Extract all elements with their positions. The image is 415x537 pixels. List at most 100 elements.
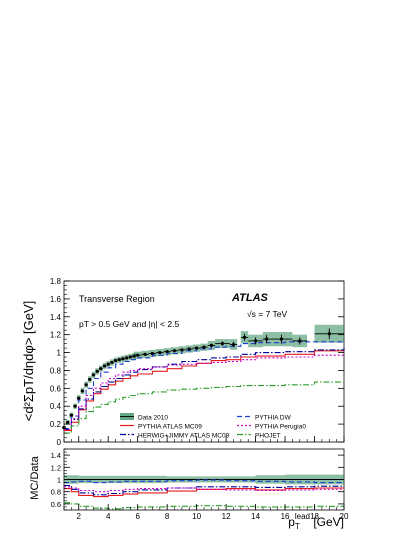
- data-point: [265, 337, 268, 341]
- x-tick-label: 8: [165, 512, 170, 521]
- data-point: [280, 337, 283, 341]
- y-tick-label: 0.4: [50, 402, 62, 411]
- legend-label: Data 2010: [138, 415, 168, 422]
- data-point: [110, 361, 114, 364]
- data-point: [232, 343, 235, 346]
- y-tick-label: 1.2: [50, 331, 62, 340]
- data-point: [221, 342, 224, 345]
- energy-label: √s = 7 TeV: [247, 309, 288, 319]
- data-point: [202, 345, 206, 349]
- main-panel: 0 0.2 0.4 0.6 0.8 1 1.2 1.4 1.6 1.8 <d²ΣpT/dηdφ> …: [21, 277, 345, 447]
- ratio-y-tick-label: 1: [57, 476, 61, 485]
- data-point: [114, 359, 117, 362]
- data-point: [81, 389, 84, 393]
- x-tick-label: 20: [340, 512, 349, 521]
- data-point: [62, 426, 66, 430]
- ratio-y-tick-label: 1.2: [51, 463, 61, 472]
- data-point: [103, 364, 106, 368]
- data-point: [151, 352, 154, 355]
- data-point: [143, 352, 147, 356]
- ratio-line-herwig-jimmy-atlas-mc09: [64, 485, 345, 496]
- data-point: [99, 367, 103, 371]
- x-axis-label-main: p: [288, 515, 295, 529]
- ratio-line-pythia-perugia0: [64, 486, 344, 493]
- data-point: [132, 354, 136, 358]
- y-tick-label: 1.8: [50, 277, 62, 286]
- x-axis-label-sup: lead: [295, 512, 310, 521]
- series-line-phojet: [64, 379, 345, 434]
- y-tick-label: 0.8: [50, 366, 62, 375]
- ratio-y-axis-label: MC/Data: [29, 455, 41, 499]
- legend-label: PYTHIA Perugia0: [255, 424, 306, 431]
- legend-label: HERWIG+JIMMY ATLAS MC09: [138, 433, 230, 440]
- data-point: [136, 353, 140, 357]
- main-axes: 0 0.2 0.4 0.6 0.8 1 1.2 1.4 1.6 1.8: [50, 277, 345, 447]
- data-point: [195, 346, 198, 350]
- ratio-y-tick-label: 0.8: [51, 488, 61, 497]
- ratio-band: [64, 474, 344, 485]
- data-point: [66, 420, 70, 424]
- mc-curves: [64, 340, 345, 434]
- x-tick-label: 18: [310, 512, 319, 521]
- series-line-herwig-jimmy-atlas-mc09: [64, 348, 345, 431]
- ratio-y-tick-label: 1.4: [51, 451, 61, 460]
- y-tick-label: 0.6: [50, 384, 62, 393]
- ratio-line-pythia-atlas-mc09: [64, 487, 345, 498]
- series-line-pythia-perugia0: [64, 352, 345, 431]
- data-point: [84, 383, 88, 387]
- data-point: [106, 362, 110, 366]
- y-tick-label: 0: [57, 438, 62, 447]
- main-plot-frame: [63, 280, 345, 443]
- ratio-axes: 0.6 0.8 1 1.2 1.4 2 4 6 8 10 12 14 16 18 20: [51, 448, 349, 521]
- legend-label: PYTHIA ATLAS MC09: [138, 424, 202, 431]
- ratio-curves: [64, 479, 345, 510]
- data-point: [327, 332, 331, 336]
- atlas-label: ATLAS: [231, 292, 269, 304]
- y-tick-label: 0.2: [50, 420, 62, 429]
- series-line-pythia-atlas-mc09: [64, 348, 345, 431]
- x-tick-label: 2: [77, 512, 82, 521]
- x-tick-label: 6: [135, 512, 140, 521]
- x-tick-label: 4: [106, 512, 111, 521]
- data-point: [180, 348, 184, 352]
- x-axis-label: pTlead [GeV]: [288, 512, 344, 531]
- data-point: [243, 336, 246, 339]
- x-tick-label: 14: [251, 512, 260, 521]
- data-point: [88, 378, 92, 381]
- ratio-line-pythia-dw: [64, 479, 345, 484]
- data-point: [70, 413, 73, 417]
- legend-label: PHOJET: [255, 433, 281, 440]
- legend: Data 2010 PYTHIA DW PYTHIA ATLAS MC09 PYTHI…: [120, 413, 306, 440]
- legend-label: PYTHIA DW: [255, 415, 292, 422]
- data-point: [187, 347, 191, 351]
- ratio-line-phojet: [64, 502, 345, 510]
- x-tick-label: 12: [222, 512, 231, 521]
- y-tick-label: 1.4: [50, 313, 62, 322]
- ratio-y-tick-label: 0.6: [51, 500, 61, 509]
- data-point: [121, 357, 125, 361]
- data-point: [128, 355, 132, 359]
- data-point: [298, 339, 302, 343]
- data-point: [95, 369, 99, 373]
- y-tick-label: 1.6: [50, 295, 62, 304]
- series-line-pythia-dw: [64, 340, 345, 430]
- x-tick-label: 16: [281, 512, 290, 521]
- ratio-panel: 0.6 0.8 1 1.2 1.4 2 4 6 8 10 12 14 16 18 20 MC/Data pT…: [29, 448, 349, 531]
- data-point: [210, 344, 213, 347]
- cuts-label: pT > 0.5 GeV and |η| < 2.5: [79, 319, 179, 329]
- data-points: [62, 328, 344, 430]
- x-axis-label-sub: T: [295, 522, 300, 531]
- x-axis-label-unit: [GeV]: [310, 515, 344, 529]
- data-point: [158, 351, 162, 354]
- data-point: [173, 349, 176, 353]
- data-point: [117, 358, 121, 362]
- region-label: Transverse Region: [79, 294, 155, 304]
- y-axis-label: <d²ΣpT/dηdφ> [GeV]: [21, 301, 36, 422]
- data-point: [125, 356, 128, 360]
- y-tick-label: 1: [57, 349, 62, 358]
- data-point: [73, 404, 77, 408]
- data-point: [165, 350, 169, 354]
- data-point: [254, 339, 257, 343]
- x-tick-label: 10: [192, 512, 201, 521]
